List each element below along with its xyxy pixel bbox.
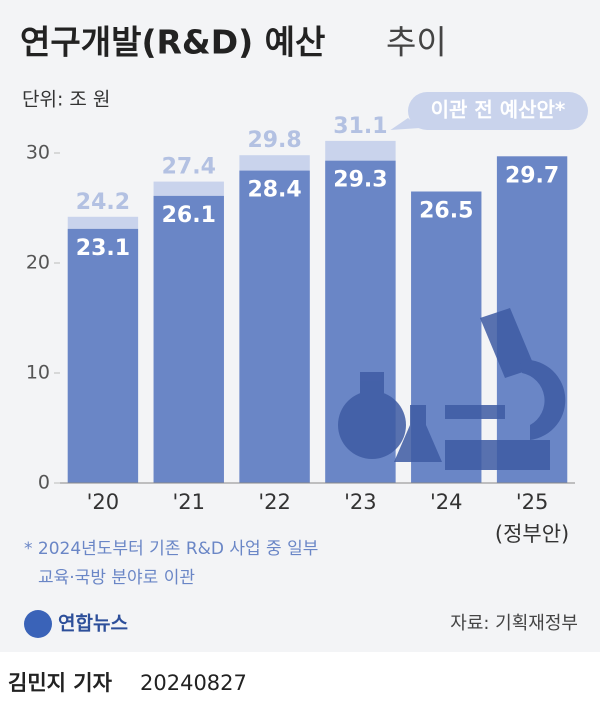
bar bbox=[239, 170, 310, 483]
y-tick-label: 20 bbox=[26, 252, 50, 274]
pre-value-label: 29.8 bbox=[247, 128, 301, 153]
value-label: 23.1 bbox=[76, 236, 130, 261]
logo: 연합뉴스 bbox=[58, 613, 128, 635]
pre-value-label: 24.2 bbox=[76, 190, 130, 215]
x-tick-label: '24 bbox=[430, 490, 463, 514]
lab-icons bbox=[338, 308, 566, 470]
source: 자료: 기획재정부 bbox=[450, 613, 578, 634]
value-label: 29.7 bbox=[505, 163, 559, 188]
footnote: * 2024년도부터 기존 R&D 사업 중 일부 교육·국방 분야로 이관 bbox=[24, 539, 318, 588]
date: 20240827 bbox=[140, 671, 247, 695]
byline-bar bbox=[0, 652, 600, 713]
value-label: 28.4 bbox=[247, 178, 301, 203]
x-tick-label: '21 bbox=[173, 490, 206, 514]
pre-value-label: 27.4 bbox=[162, 155, 216, 180]
category-note: (정부안) bbox=[495, 522, 569, 546]
logo-mark bbox=[24, 610, 52, 638]
footnote-line: * 2024년도부터 기존 R&D 사업 중 일부 bbox=[24, 539, 318, 559]
x-tick-label: '23 bbox=[344, 490, 377, 514]
unit: 단위: 조 원 bbox=[22, 89, 110, 111]
y-tick-label: 0 bbox=[38, 472, 50, 494]
y-tick-label: 10 bbox=[26, 362, 50, 384]
value-label: 26.1 bbox=[162, 203, 216, 228]
legend-pointer bbox=[390, 118, 420, 130]
pre-value-label: 31.1 bbox=[333, 114, 387, 139]
x-tick-label: '25 bbox=[516, 490, 549, 514]
legend-box bbox=[408, 92, 588, 130]
legend-label: 이관 전 예산안* bbox=[431, 98, 566, 122]
x-tick-label: '22 bbox=[258, 490, 291, 514]
x-tick-label: '20 bbox=[87, 490, 120, 514]
value-label: 29.3 bbox=[333, 168, 387, 193]
value-label: 26.5 bbox=[419, 199, 473, 224]
bar bbox=[67, 228, 139, 483]
chart-title: 연구개발(R&D) 예산 bbox=[20, 23, 325, 62]
y-tick-label: 30 bbox=[26, 142, 50, 164]
bar bbox=[153, 195, 224, 483]
title-suffix: 추이 bbox=[386, 23, 447, 62]
byline: 김민지 기자 bbox=[8, 671, 113, 695]
footnote-line: 교육·국방 분야로 이관 bbox=[38, 568, 195, 588]
